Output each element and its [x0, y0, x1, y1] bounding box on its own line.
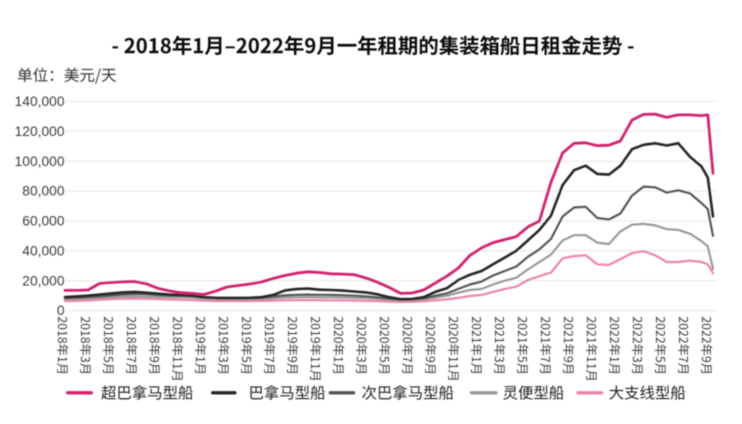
- svg-text:40,000: 40,000: [22, 243, 65, 258]
- svg-text:60,000: 60,000: [22, 214, 65, 229]
- svg-text:80,000: 80,000: [22, 184, 65, 199]
- svg-text:140,000: 140,000: [15, 94, 65, 109]
- svg-text:120,000: 120,000: [15, 124, 65, 139]
- svg-text:0: 0: [57, 303, 65, 318]
- svg-text:100,000: 100,000: [15, 154, 65, 169]
- svg-text:20,000: 20,000: [22, 273, 65, 288]
